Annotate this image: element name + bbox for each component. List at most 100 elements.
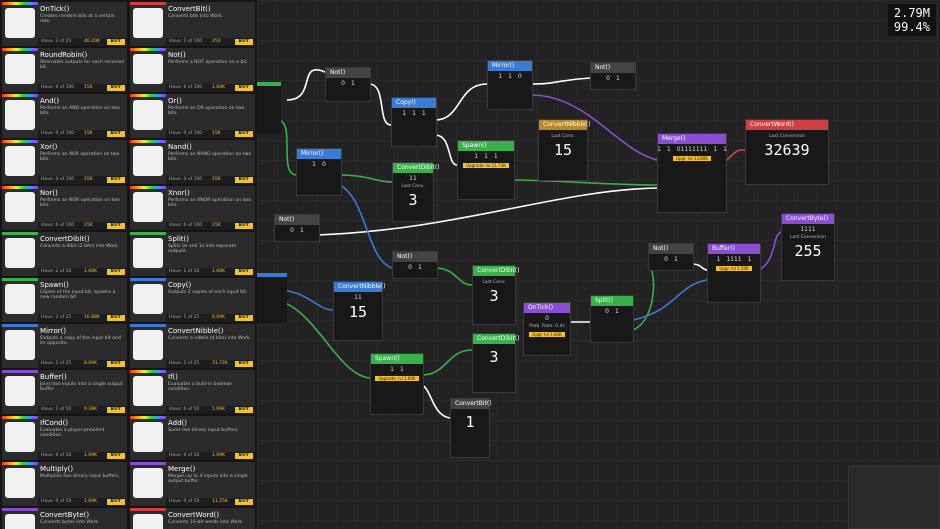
buy-button[interactable]: BUY: [106, 85, 125, 91]
logic-node[interactable]: Spawn() 1 1 Upgrade: lvl 1.69K: [370, 353, 424, 415]
node-value: 3: [489, 287, 499, 305]
shop-card[interactable]: ConvertByte() Converts bytes into Work.: [2, 508, 127, 529]
card-desc: Converts bits into Work.: [168, 14, 224, 19]
buy-button[interactable]: BUY: [234, 85, 253, 91]
node-icon: [5, 54, 35, 84]
upgrade-button[interactable]: Upgrade: lvl 1.69K: [375, 376, 419, 381]
logic-node[interactable]: OnTick() 0 Prob. Rate: 0.4s Upgr. lvl 1.60K: [523, 302, 571, 356]
buy-button[interactable]: BUY: [106, 499, 125, 505]
card-name: ConvertWord(): [168, 511, 220, 519]
logic-node[interactable]: Copy() 1 1 1: [391, 97, 437, 147]
card-name: Xor(): [40, 143, 58, 151]
shop-card[interactable]: Xor() Performs an XOR operation on two bi…: [2, 140, 127, 184]
price: 15K: [84, 223, 93, 228]
wire: [368, 83, 392, 126]
shop-card[interactable]: ConvertNibble() Converts a nibble (4 bits…: [130, 324, 255, 368]
logic-node[interactable]: ConvertNibble() 11 15: [333, 281, 386, 341]
buy-button[interactable]: BUY: [234, 269, 253, 275]
shop-card[interactable]: OnTick() Creates random bits at a certain…: [2, 2, 127, 46]
node-value: 1: [465, 413, 475, 431]
port-value: 1: [402, 110, 407, 117]
buy-button[interactable]: BUY: [234, 39, 253, 45]
shop-card[interactable]: Mirror() Outputs a copy of the input bit …: [2, 324, 127, 368]
node-ports: 1 1 01111111 1 1: [657, 146, 727, 153]
owned-count: Have: 1 of 25: [169, 315, 200, 320]
wire: [691, 263, 708, 271]
buy-button[interactable]: BUY: [106, 315, 125, 321]
logic-node[interactable]: Spawn() 1 1 1 Upgrade: lvl 21.73K: [457, 140, 515, 200]
buy-button[interactable]: BUY: [234, 131, 253, 137]
stats-panel: 2.79M 99.4%: [887, 4, 936, 36]
buy-button[interactable]: BUY: [234, 315, 253, 321]
buy-button[interactable]: BUY: [234, 407, 253, 413]
shop-card[interactable]: Merge() Merges up to 4 inputs into a sing…: [130, 462, 255, 506]
port-value: 1: [474, 153, 479, 160]
shop-card[interactable]: Spawn() Copies of the input bit, spawns a…: [2, 278, 127, 322]
logic-node[interactable]: Not() 0 1: [590, 62, 636, 90]
shop-card[interactable]: Or() Performs an OR operation on two bits…: [130, 94, 255, 138]
logic-node[interactable]: Not() 0 1: [392, 251, 438, 279]
shop-card[interactable]: Xnor() Performs an XNOR operation on two …: [130, 186, 255, 230]
port-value: 1111: [726, 256, 742, 263]
logic-node[interactable]: ConvertDibit() 3: [472, 333, 520, 393]
node-title: Split(): [591, 296, 633, 306]
logic-node[interactable]: Not() 0 1: [325, 67, 371, 102]
buy-button[interactable]: BUY: [234, 361, 253, 367]
buy-button[interactable]: BUY: [106, 223, 125, 229]
logic-node[interactable]: Not() 0 1: [648, 243, 694, 271]
card-footer: Have: 0 of 100 15K BUY: [38, 130, 127, 138]
buy-button[interactable]: BUY: [106, 39, 125, 45]
logic-node[interactable]: ConvertDibit() 11 Last Conv. 3: [392, 162, 440, 222]
shop-card[interactable]: RoundRobin() Alternates outputs for each …: [2, 48, 127, 92]
node-body: 1 1 Upgrade: lvl 1.69K: [371, 364, 423, 381]
price: 15K: [212, 177, 221, 182]
logic-node[interactable]: Mirror() 1 1 0: [487, 60, 533, 110]
shop-card[interactable]: Nor() Performs an NOR operation on two bi…: [2, 186, 127, 230]
shop-card[interactable]: Buffer() Joins two inputs into a single o…: [2, 370, 127, 414]
owned-count: Have: 0 of 100: [169, 177, 203, 182]
buy-button[interactable]: BUY: [234, 223, 253, 229]
buy-button[interactable]: BUY: [106, 453, 125, 459]
logic-node[interactable]: ConvertByte() 1111 Last Conversion 255: [781, 213, 835, 281]
card-name: Spawn(): [40, 281, 69, 289]
buy-button[interactable]: BUY: [106, 131, 125, 137]
shop-card[interactable]: ConvertDibit() Converts a dibit (2 bits) …: [2, 232, 127, 276]
logic-node[interactable]: Merge() 1 1 01111111 1 1 Upgr. lvl 13.80K: [657, 133, 727, 213]
upgrade-button[interactable]: Upgr. lvl 1.50K: [716, 266, 752, 271]
shop-card[interactable]: Add() Sums two binary input buffers. Have:…: [130, 416, 255, 460]
card-desc: Creates random bits at a certain rate.: [40, 14, 115, 25]
shop-card[interactable]: ConvertBit() Converts bits into Work. Have…: [130, 2, 255, 46]
buy-button[interactable]: BUY: [234, 499, 253, 505]
shop-card[interactable]: ConvertWord() Converts 16-bit words into …: [130, 508, 255, 529]
buy-button[interactable]: BUY: [106, 407, 125, 413]
logic-node[interactable]: ConvertWord() Last Conversion 32639: [745, 119, 829, 185]
logic-node[interactable]: Buffer() 1 1111 1 Upgr. lvl 1.50K: [707, 243, 761, 303]
shop-card[interactable]: IfCond() Evaluates a player-provided cond…: [2, 416, 127, 460]
buy-button[interactable]: BUY: [106, 361, 125, 367]
shop-card[interactable]: And() Performs an AND operation on two bi…: [2, 94, 127, 138]
logic-node[interactable]: Split() 0 1: [590, 295, 634, 343]
logic-node[interactable]: ConvertNibble() Last Conv. 15: [538, 119, 591, 181]
node-icon: [133, 422, 163, 452]
buy-button[interactable]: BUY: [234, 177, 253, 183]
logic-node[interactable]: Not() 0 1: [274, 214, 320, 242]
upgrade-button[interactable]: Upgr. lvl 13.80K: [673, 156, 711, 161]
buy-button[interactable]: BUY: [106, 269, 125, 275]
upgrade-button[interactable]: Upgrade: lvl 21.73K: [463, 163, 509, 168]
node-label: Last Conv.: [482, 280, 506, 285]
logic-node[interactable]: ConvertDibit() Last Conv. 3: [472, 265, 520, 325]
shop-card[interactable]: Multiply() Multiplies two binary input bu…: [2, 462, 127, 506]
shop-card[interactable]: Nand() Performs an NAND operation on two …: [130, 140, 255, 184]
buy-button[interactable]: BUY: [106, 177, 125, 183]
shop-card[interactable]: If() Evaluates a built-in boolean conditi…: [130, 370, 255, 414]
card-desc: Performs a NOT operation on a bit.: [168, 60, 248, 65]
shop-card[interactable]: Split() Splits 0s and 1s into separate ou…: [130, 232, 255, 276]
shop-card[interactable]: Copy() Outputs 2 copies of each input bit…: [130, 278, 255, 322]
logic-node[interactable]: ConvertBit() 1: [450, 398, 492, 458]
price: 1.69K: [212, 453, 225, 458]
upgrade-button[interactable]: Upgr. lvl 1.60K: [529, 332, 565, 337]
logic-node[interactable]: Mirror() 1 0: [296, 148, 342, 196]
shop-card[interactable]: Not() Performs a NOT operation on a bit. H…: [130, 48, 255, 92]
port-value: 0: [664, 256, 668, 263]
buy-button[interactable]: BUY: [234, 453, 253, 459]
